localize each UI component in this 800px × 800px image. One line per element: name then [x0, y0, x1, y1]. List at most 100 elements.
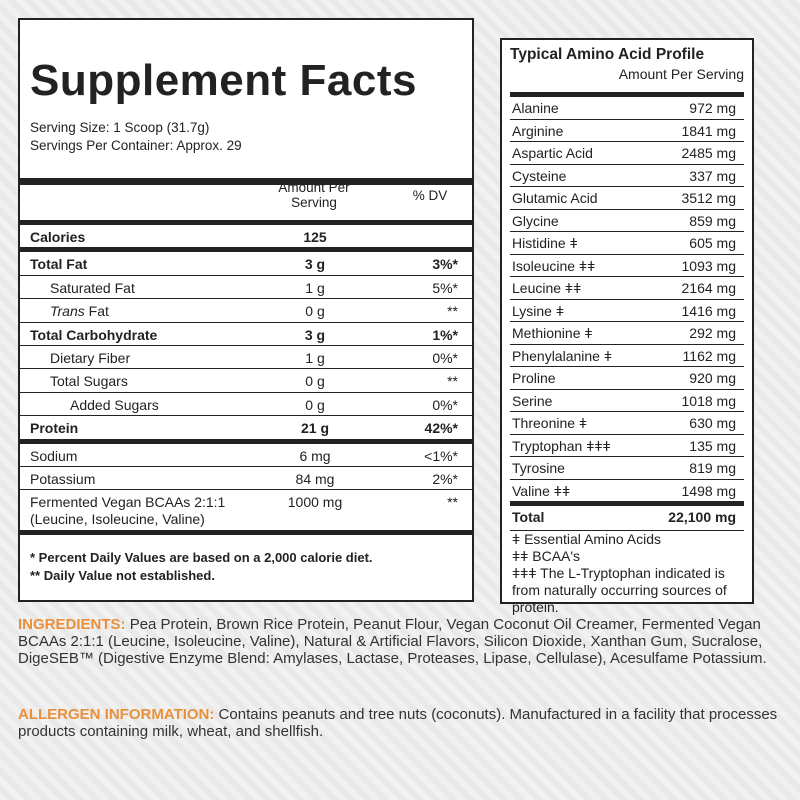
amino-amount: 1162 mg — [682, 347, 736, 364]
amino-amount: 1416 mg — [681, 302, 736, 319]
title: Supplement Facts — [30, 56, 417, 105]
amino-name: Serine — [512, 392, 553, 409]
allergen-label: ALLERGEN INFORMATION: — [18, 706, 215, 723]
nutrient-dv: 0%* — [432, 349, 458, 366]
servings-per-container: Servings Per Container: Approx. 29 — [30, 138, 242, 153]
amino-name: Isoleucine ǂǂ — [512, 257, 596, 274]
amino-row: Glutamic Acid 3512 mg — [510, 187, 744, 210]
amino-name: Glutamic Acid — [512, 190, 598, 206]
nutrient-name: Trans Fat — [50, 303, 109, 320]
nutrient-name: Calories — [30, 229, 86, 245]
nutrient-row: Protein 21 g 42%* — [20, 416, 472, 444]
nutrient-name: Total Sugars — [50, 373, 128, 390]
amino-row: Aspartic Acid 2485 mg — [510, 142, 744, 165]
amino-title: Typical Amino Acid Profile — [510, 46, 705, 63]
nutrient-row: Dietary Fiber 1 g 0%* — [20, 346, 472, 370]
amino-row: Alanine 972 mg — [510, 97, 744, 120]
amino-row: Isoleucine ǂǂ 1093 mg — [510, 255, 744, 277]
nutrient-amount: 3 g — [304, 326, 326, 343]
nutrient-dv: 2%* — [432, 470, 458, 487]
nutrient-name: Fermented Vegan BCAAs 2:1:1 — [30, 494, 226, 511]
amino-rows: Alanine 972 mg Arginine 1841 mg Aspartic Aci… — [510, 92, 744, 616]
amino-amount: 292 mg — [689, 325, 736, 341]
amino-amount: 1498 mg — [681, 482, 736, 499]
nutrient-name: Total Fat — [30, 256, 88, 273]
nutrient-amount: 6 mg — [299, 447, 331, 464]
amino-amount: 2164 mg — [681, 280, 736, 296]
amino-row: Leucine ǂǂ 2164 mg — [510, 277, 744, 300]
amino-name: Alanine — [512, 100, 559, 116]
amino-legend: ǂǂ BCAA's — [512, 548, 581, 564]
nutrient-row: Total Sugars 0 g ** — [20, 369, 472, 393]
nutrient-rows: Calories 125 Total Fat 3 g 3%* Saturated Fat 1… — [20, 220, 472, 536]
amino-amount: 1841 mg — [681, 122, 736, 139]
amino-row: Tyrosine 819 mg — [510, 457, 744, 480]
nutrient-amount: 1000 mg — [287, 494, 343, 511]
amino-legend: ǂǂǂ The L-Tryptophan indicated is from n… — [512, 565, 727, 615]
nutrient-row: Trans Fat 0 g ** — [20, 299, 472, 323]
ingredients-text: Pea Protein, Brown Rice Protein, Peanut … — [18, 616, 767, 667]
amino-name: Tyrosine — [512, 460, 565, 476]
nutrient-row: Total Carbohydrate 3 g 1%* — [20, 323, 472, 346]
total-amount: 22,100 mg — [668, 509, 736, 525]
total-name: Total — [512, 509, 545, 525]
allergen: ALLERGEN INFORMATION: Contains peanuts a… — [18, 706, 788, 740]
nutrient-row: Calories 125 — [20, 225, 472, 253]
nutrient-amount: 21 g — [300, 420, 329, 437]
nutrient-name: Saturated Fat — [50, 279, 135, 296]
amino-amount: 1018 mg — [681, 392, 736, 409]
nutrient-dv: 0%* — [432, 396, 458, 413]
nutrient-name: Added Sugars — [70, 396, 159, 413]
amino-amount: 337 mg — [689, 167, 736, 184]
amino-acid-panel: Typical Amino Acid Profile Amount Per Se… — [500, 38, 754, 615]
amino-amount: 859 mg — [689, 212, 736, 229]
header-rule — [20, 178, 472, 185]
nutrient-amount: 84 mg — [295, 470, 335, 487]
nutrient-amount: 1 g — [305, 279, 325, 296]
amino-amount: 3512 mg — [681, 190, 736, 206]
amino-row: Cysteine 337 mg — [510, 165, 744, 187]
nutrient-dv: 5%* — [432, 279, 458, 296]
amino-name: Proline — [512, 370, 556, 386]
amount-header: Amount Per Serving — [278, 180, 350, 210]
nutrient-amount: 125 — [303, 229, 327, 245]
amino-name: Methionine ǂ — [512, 325, 593, 341]
nutrient-name: Sodium — [30, 447, 78, 464]
amino-name: Aspartic Acid — [512, 145, 593, 161]
nutrient-amount: 1 g — [305, 349, 325, 366]
nutrient-amount: 0 g — [305, 396, 325, 413]
amino-legend: ǂ Essential Amino Acids — [512, 531, 662, 547]
amino-amount: 1093 mg — [681, 257, 736, 274]
amino-name: Valine ǂǂ — [512, 482, 571, 499]
nutrient-dv: ** — [447, 494, 458, 511]
nutrient-dv: 3%* — [432, 256, 458, 273]
amino-row: Arginine 1841 mg — [510, 120, 744, 142]
amino-name: Histidine ǂ — [512, 235, 578, 251]
serving-size: Serving Size: 1 Scoop (31.7g) — [30, 120, 210, 135]
amino-amount: 605 mg — [689, 235, 736, 251]
amino-row: Histidine ǂ 605 mg — [510, 232, 744, 255]
nutrient-row: Potassium 84 mg 2%* — [20, 467, 472, 491]
nutrient-name: Total Carbohydrate — [30, 326, 158, 343]
footnote: ** Daily Value not established. — [30, 568, 215, 583]
nutrient-row: Fermented Vegan BCAAs 2:1:1 (Leucine, Iso… — [20, 490, 472, 536]
nutrient-name: (Leucine, Isoleucine, Valine) — [30, 511, 205, 528]
amino-subtitle: Amount Per Serving — [618, 66, 744, 82]
amino-name: Leucine ǂǂ — [512, 280, 582, 296]
amino-row: Lysine ǂ 1416 mg — [510, 300, 744, 322]
amino-amount: 2485 mg — [681, 145, 736, 161]
supplement-facts-panel: Supplement Facts Serving Size: 1 Scoop (… — [18, 18, 474, 602]
amino-amount: 819 mg — [689, 460, 736, 476]
amino-row: Methionine ǂ 292 mg — [510, 322, 744, 345]
dv-header: % DV — [412, 188, 448, 203]
nutrient-amount: 0 g — [305, 303, 325, 320]
ingredients: INGREDIENTS: Pea Protein, Brown Rice Pro… — [18, 616, 788, 667]
amino-amount: 630 mg — [689, 415, 736, 431]
ingredients-label: INGREDIENTS: — [18, 616, 126, 633]
amino-name: Phenylalanine ǂ — [512, 347, 613, 364]
amino-name: Lysine ǂ — [512, 302, 565, 319]
nutrient-dv: 1%* — [432, 326, 458, 343]
nutrient-name: Potassium — [30, 470, 96, 487]
nutrient-row: Saturated Fat 1 g 5%* — [20, 276, 472, 300]
